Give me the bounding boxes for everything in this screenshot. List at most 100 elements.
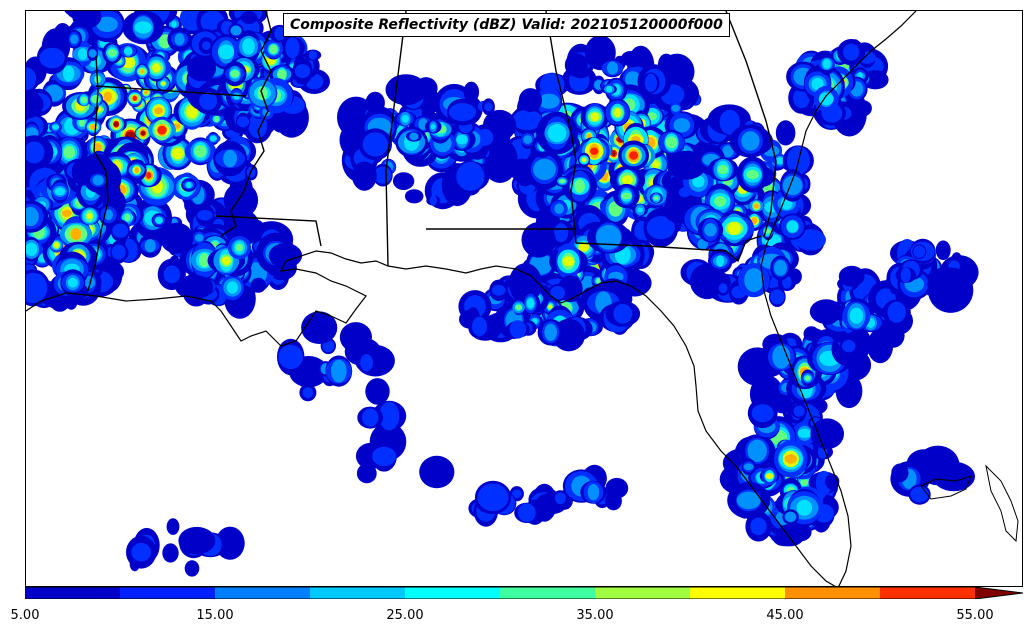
- reflectivity-cell: [146, 172, 152, 179]
- geographic-boundaries: [26, 11, 1019, 586]
- reflectivity-cell: [554, 203, 564, 214]
- florida-east-coast: [760, 11, 917, 586]
- reflectivity-cell: [65, 11, 95, 20]
- colorbar-segment: [595, 587, 691, 599]
- reflectivity-cell: [379, 401, 400, 431]
- reflectivity-cell: [518, 503, 536, 523]
- reflectivity-cell: [809, 299, 843, 324]
- reflectivity-cell: [800, 478, 809, 486]
- reflectivity-cell: [429, 195, 437, 206]
- mississippi-river: [220, 11, 272, 237]
- reflectivity-cell: [230, 25, 242, 36]
- reflectivity-cell: [523, 135, 533, 144]
- reflectivity-cell: [362, 408, 379, 427]
- reflectivity-cell: [78, 48, 88, 60]
- reflectivity-cell: [365, 378, 390, 405]
- colorbar-tick-label: 45.00: [766, 608, 804, 623]
- reflectivity-cell: [518, 88, 542, 113]
- colorbar-tick-label: 55.00: [956, 608, 994, 623]
- reflectivity-cell: [605, 491, 622, 511]
- reflectivity-cell: [785, 511, 797, 523]
- reflectivity-cell: [673, 118, 691, 133]
- reflectivity-cell: [123, 47, 133, 55]
- cuba-coastline: [920, 475, 972, 500]
- reflectivity-cell: [697, 238, 708, 250]
- reflectivity-cell: [160, 222, 194, 254]
- reflectivity-cell: [362, 132, 388, 157]
- reflectivity-cell: [385, 74, 427, 106]
- bahamas-coastline: [985, 464, 1019, 543]
- reflectivity-cell: [913, 245, 926, 258]
- reflectivity-cell: [772, 345, 791, 369]
- state-border-ga-sc: [725, 11, 777, 238]
- colorbar-segment: [500, 587, 596, 599]
- reflectivity-cell: [226, 281, 238, 294]
- colorbar-segment: [880, 587, 976, 599]
- reflectivity-cell: [751, 217, 758, 225]
- map-title: Composite Reflectivity (dBZ) Valid: 2021…: [283, 13, 730, 37]
- colorbar-tick-label: 25.00: [386, 608, 424, 623]
- reflectivity-cell: [80, 96, 88, 104]
- reflectivity-cell: [526, 298, 535, 309]
- reflectivity-cell: [581, 157, 587, 163]
- colorbar-extension: [975, 587, 1023, 599]
- reflectivity-cell: [186, 181, 192, 189]
- reflectivity-cell: [372, 446, 397, 467]
- colorbar-segment: [785, 587, 881, 599]
- reflectivity-cell: [430, 124, 436, 130]
- reflectivity-cell: [124, 213, 131, 222]
- state-border-al-ga: [545, 11, 577, 244]
- reflectivity-cell: [218, 44, 235, 60]
- reflectivity-cell: [774, 260, 787, 276]
- reflectivity-cell: [240, 11, 258, 24]
- reflectivity-cell: [746, 169, 759, 180]
- colorbar-tick-label: 15.00: [196, 608, 234, 623]
- reflectivity-cell: [489, 148, 503, 166]
- reflectivity-cell: [214, 115, 219, 123]
- reflectivity-cell: [70, 34, 79, 44]
- state-border-ms-al: [385, 11, 407, 267]
- reflectivity-cell: [550, 286, 566, 300]
- reflectivity-cell: [155, 216, 163, 224]
- reflectivity-cell: [157, 125, 167, 135]
- reflectivity-cell: [744, 268, 764, 293]
- reflectivity-cell: [751, 404, 774, 423]
- reflectivity-cell: [202, 41, 211, 51]
- reflectivity-cell: [86, 213, 93, 220]
- reflectivity-cell: [26, 67, 37, 91]
- reflectivity-cell: [134, 21, 152, 34]
- reflectivity-cell: [547, 124, 567, 143]
- state-border-la-tx: [87, 55, 109, 292]
- reflectivity-cell: [629, 151, 638, 160]
- reflectivity-cell: [365, 91, 385, 114]
- colorbar-segment: [690, 587, 786, 599]
- reflectivity-cell: [704, 223, 717, 237]
- reflectivity-cell: [776, 157, 784, 165]
- reflectivity-cell: [404, 189, 424, 204]
- reflectivity-cell: [533, 158, 556, 180]
- reflectivity-cell: [512, 489, 522, 499]
- reflectivity-cell: [194, 145, 207, 158]
- reflectivity-cell: [891, 463, 909, 483]
- reflectivity-cell: [665, 136, 678, 149]
- reflectivity-cell: [175, 274, 214, 300]
- colorbar-segment: [215, 587, 311, 599]
- colorbar-outline: [25, 587, 1023, 599]
- reflectivity-cell: [112, 223, 129, 238]
- state-border-ga-fl: [575, 235, 762, 263]
- reflectivity-cell: [140, 69, 144, 74]
- reflectivity-cell: [935, 240, 951, 261]
- reflectivity-cell: [26, 90, 44, 119]
- reflectivity-cell: [373, 166, 392, 184]
- reflectivity-cell: [554, 223, 569, 243]
- reflectivity-cell: [144, 239, 156, 253]
- reflectivity-cell: [302, 387, 314, 399]
- reflectivity-cell: [855, 100, 872, 117]
- reflectivity-cell: [590, 112, 600, 122]
- reflectivity-cell: [491, 284, 506, 296]
- reflectivity-cell: [88, 49, 97, 58]
- reflectivity-cell: [131, 542, 152, 562]
- reflectivity-cell: [209, 135, 217, 142]
- colorbar-tick-label: 35.00: [576, 608, 614, 623]
- reflectivity-cell: [574, 179, 585, 194]
